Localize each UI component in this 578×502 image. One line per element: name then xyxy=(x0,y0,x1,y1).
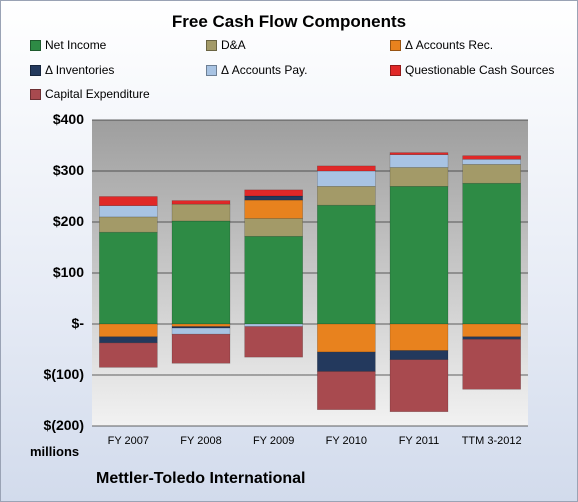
bar-segment xyxy=(171,323,231,327)
bar-segment xyxy=(244,326,303,358)
legend-label: Net Income xyxy=(45,38,107,52)
legend-item: D&A xyxy=(206,38,246,52)
bar-segment xyxy=(389,323,449,351)
x-tick-label: FY 2009 xyxy=(252,435,295,447)
y-tick-label: $400 xyxy=(52,111,84,127)
bar-segment xyxy=(462,155,521,160)
legend-swatch xyxy=(30,39,41,51)
bar-segment xyxy=(99,196,158,206)
bar-segment xyxy=(462,164,521,184)
y-tick-label: $100 xyxy=(52,264,84,280)
legend-swatch xyxy=(390,64,401,76)
bar-segment xyxy=(462,323,521,338)
bar-segment xyxy=(462,158,521,165)
y-tick-label: $- xyxy=(71,315,84,331)
legend-swatch xyxy=(206,39,217,51)
bar-segment xyxy=(244,199,303,219)
bar-segment xyxy=(244,323,303,327)
chart-title: Free Cash Flow Components xyxy=(171,12,407,31)
bar-segment xyxy=(171,220,231,325)
bar-segment xyxy=(171,333,231,364)
bar-segment xyxy=(462,336,521,340)
legend-swatch xyxy=(30,88,41,100)
y-tick-label: $300 xyxy=(52,162,84,178)
legend-swatch xyxy=(206,64,217,76)
x-tick-label: FY 2008 xyxy=(180,435,222,447)
legend-label: Capital Expenditure xyxy=(45,87,150,101)
company-label: Mettler-Toledo International xyxy=(96,470,306,487)
bar-segment xyxy=(317,323,376,353)
legend-swatch xyxy=(390,39,401,51)
bar-segment xyxy=(99,216,158,233)
bar-segment xyxy=(171,200,231,205)
bar-segment xyxy=(462,338,521,390)
legend-label: D&A xyxy=(221,38,246,52)
bar-segment xyxy=(317,371,376,410)
legend-item: Δ Accounts Pay. xyxy=(206,63,308,77)
bar-segment xyxy=(99,342,158,368)
bar-segment xyxy=(244,235,303,325)
unit-label: millions xyxy=(30,444,80,459)
bar-segment xyxy=(171,327,231,335)
bar-segment xyxy=(389,359,449,413)
bar-segment xyxy=(389,152,449,155)
bar-segment xyxy=(317,351,376,372)
bar-segment xyxy=(317,165,376,172)
x-tick-label: TTM 3-2012 xyxy=(461,435,522,447)
legend-item: Capital Expenditure xyxy=(30,87,150,101)
bar-segment xyxy=(244,189,303,197)
y-tick-label: $(200) xyxy=(43,417,84,433)
legend-item: Net Income xyxy=(30,38,106,52)
legend-label: Δ Inventories xyxy=(45,63,115,77)
bar-segment xyxy=(389,154,449,168)
bar-segment xyxy=(317,204,376,325)
bar-segment xyxy=(389,186,449,325)
legend-item: Questionable Cash Sources xyxy=(390,63,554,77)
bar-segment xyxy=(317,170,376,187)
x-tick-label: FY 2007 xyxy=(107,435,150,447)
bar-segment xyxy=(244,195,303,201)
x-tick-label: FY 2011 xyxy=(398,435,440,447)
bar-segment xyxy=(99,336,158,344)
bar-segment xyxy=(99,231,158,325)
bar-segment xyxy=(99,205,158,218)
legend-label: Questionable Cash Sources xyxy=(405,63,555,77)
y-tick-label: $(100) xyxy=(43,366,84,382)
legend-item: Δ Inventories xyxy=(30,63,114,77)
bar-segment xyxy=(171,203,231,222)
bar-segment xyxy=(244,218,303,237)
bar-segment xyxy=(317,186,376,206)
legend-item: Δ Accounts Rec. xyxy=(390,38,493,52)
y-tick-label: $200 xyxy=(52,213,84,229)
x-tick-label: FY 2010 xyxy=(325,435,368,447)
bar-segment xyxy=(389,167,449,187)
legend-swatch xyxy=(30,64,41,76)
legend-label: Δ Accounts Pay. xyxy=(221,63,308,77)
bar-segment xyxy=(99,323,158,338)
bar-segment xyxy=(462,182,521,325)
legend-label: Δ Accounts Rec. xyxy=(405,38,494,52)
bar-segment xyxy=(389,350,449,360)
